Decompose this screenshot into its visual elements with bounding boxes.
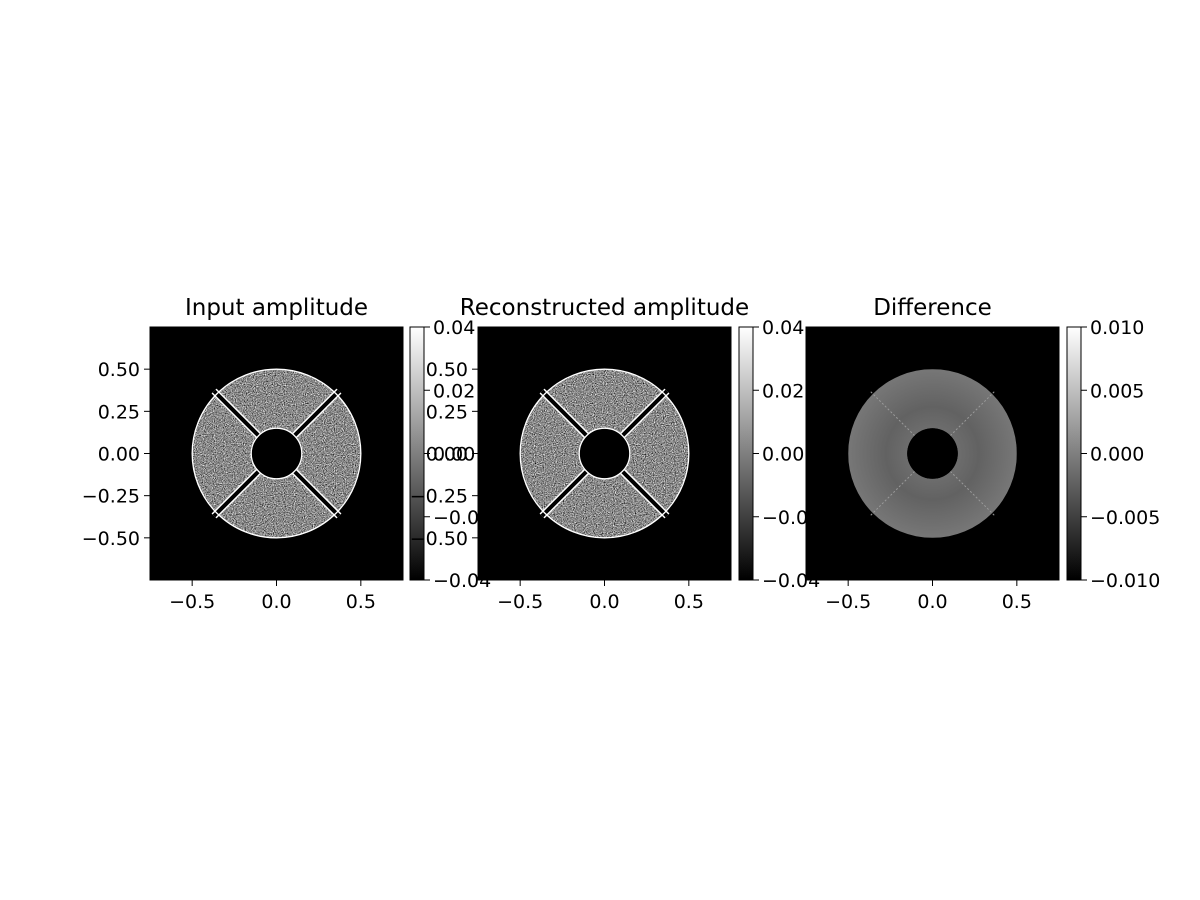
colorbar-tick-label: 0.04 (433, 317, 475, 339)
pupil-central-obscuration (907, 428, 958, 479)
colorbar (738, 326, 754, 581)
y-tick-label: −0.25 (410, 486, 468, 508)
spider-trace (869, 471, 915, 517)
colorbar-tick-label: 0.010 (1090, 317, 1144, 339)
spider-trace (950, 471, 996, 517)
colorbar-tick-label: 0.000 (1090, 444, 1144, 466)
subplot-title: Input amplitude (185, 295, 368, 321)
colorbar-tick-label: 0.02 (762, 380, 804, 402)
x-tick-label: 0.0 (261, 591, 291, 613)
x-tick-label: −0.5 (497, 591, 543, 613)
subplot-3: Difference −0.5 0.0 0.5 0.010 0.005 0.000 −0.00… (805, 295, 1160, 613)
y-tick-label: −0.50 (410, 528, 468, 550)
colorbar-tick-label: −0.005 (1090, 507, 1160, 529)
pupil-inner-edge (250, 427, 303, 480)
spider-vane (212, 469, 261, 518)
y-tick-label: 0.00 (98, 444, 140, 466)
colorbar-tick-label: 0.00 (433, 444, 475, 466)
y-tick-label: 0.00 (426, 444, 468, 466)
colorbar (1066, 326, 1082, 581)
y-tick-label: 0.25 (426, 401, 468, 423)
y-tick-label: 0.50 (426, 359, 468, 381)
colorbar-tick-label: 0.04 (762, 317, 804, 339)
x-tick-label: −0.5 (825, 591, 871, 613)
y-tick-label: −0.50 (82, 528, 140, 550)
colorbar-tick-label: 0.02 (433, 380, 475, 402)
spider-trace (950, 390, 996, 436)
colorbar-tick-label: −0.04 (433, 570, 491, 592)
colorbar-tick-label: −0.02 (433, 507, 491, 529)
x-tick-label: 0.5 (1002, 591, 1032, 613)
subplot-title: Reconstructed amplitude (460, 295, 749, 321)
pupil-inner-edge (578, 427, 631, 480)
x-tick-label: 0.5 (674, 591, 704, 613)
subplot-1: Input amplitude −0.5 0.0 0.5 0.50 0.25 0.00 −0.… (82, 295, 491, 613)
colorbar-tick-label: 0.005 (1090, 380, 1144, 402)
spider-trace (869, 390, 915, 436)
spider-vane (540, 469, 589, 518)
subplot-2: Reconstructed amplitude −0.5 0.0 0.5 0.04 0.0… (460, 295, 820, 613)
spider-vane (620, 469, 669, 518)
spider-vane (540, 389, 589, 438)
x-tick-label: 0.5 (346, 591, 376, 613)
y-tick-label: 0.25 (98, 401, 140, 423)
spider-vane (292, 469, 341, 518)
x-tick-label: −0.5 (169, 591, 215, 613)
spider-vane (620, 389, 669, 438)
spider-vane (292, 389, 341, 438)
colorbar-tick-label: −0.010 (1090, 570, 1160, 592)
y-tick-label: −0.25 (82, 486, 140, 508)
colorbar-tick-label: 0.00 (762, 444, 804, 466)
spider-vane (212, 389, 261, 438)
x-tick-label: 0.0 (917, 591, 947, 613)
pupil-outer-edge (191, 368, 362, 539)
x-tick-label: 0.0 (589, 591, 619, 613)
pupil-outer-edge (519, 368, 690, 539)
y-tick-label: 0.50 (98, 359, 140, 381)
subplot-title: Difference (873, 295, 992, 321)
